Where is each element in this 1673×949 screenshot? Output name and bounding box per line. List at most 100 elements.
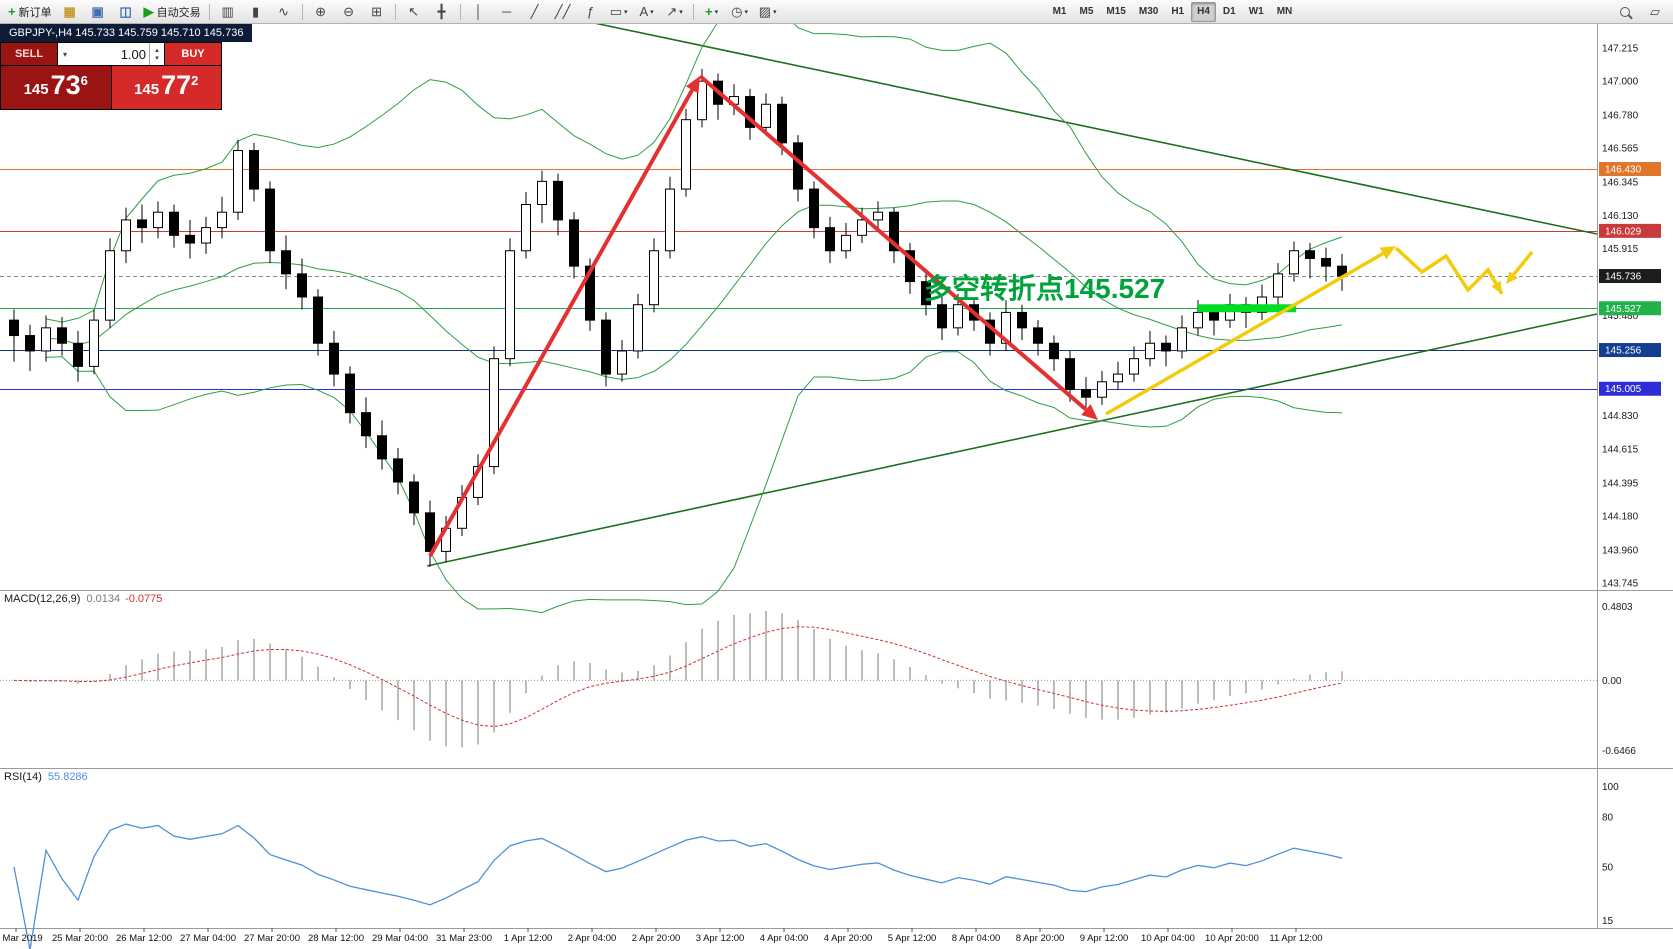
autotrading-icon: ▶: [143, 4, 154, 19]
horizontal-line-icon: ─: [501, 4, 512, 19]
new-order-button[interactable]: + 新订单: [4, 1, 56, 23]
timeframe-h4[interactable]: H4: [1191, 1, 1216, 22]
candle: [153, 211, 163, 229]
arrows-button[interactable]: ↗ ▾: [661, 1, 689, 23]
buy-price-main: 77: [161, 70, 192, 100]
line-chart-icon: ∿: [278, 4, 290, 19]
candle: [249, 150, 259, 190]
time-label: 11 Apr 12:00: [1269, 933, 1322, 944]
arrows-icon: ↗: [666, 4, 678, 19]
time-label: 9 Apr 12:00: [1080, 933, 1129, 944]
chart-plot-area[interactable]: [0, 24, 1597, 590]
sell-button[interactable]: SELL: [1, 43, 57, 65]
sell-price-button[interactable]: 145 73 6: [1, 66, 111, 109]
bar-chart-button[interactable]: ▥: [214, 1, 242, 23]
price-badge-label: 146.029: [1605, 226, 1642, 237]
charts-window-button[interactable]: ▦: [56, 1, 84, 23]
trend-arrows[interactable]: [428, 74, 1534, 557]
tile-windows-button[interactable]: ⊞: [363, 1, 391, 23]
timeframe-mn[interactable]: MN: [1276, 6, 1293, 17]
periods-icon: ◷: [731, 4, 743, 19]
horizontal-line-button[interactable]: ─: [493, 1, 521, 23]
volume-spinner[interactable]: ▴ ▾: [149, 43, 164, 65]
data-window-button[interactable]: ◫: [112, 1, 140, 23]
grid-price-label: 144.830: [1602, 411, 1639, 422]
trendlines[interactable]: [426, 0, 1598, 567]
trendline-button[interactable]: ╱: [521, 1, 549, 23]
price-badge-label: 145.527: [1605, 304, 1642, 315]
fibonacci-button[interactable]: ƒ: [577, 1, 605, 23]
price-badge: [1599, 162, 1661, 177]
cursor-button[interactable]: ↖: [400, 1, 428, 23]
trendline-descending[interactable]: [484, 0, 1598, 235]
volume-dropdown-icon[interactable]: ▾: [62, 49, 67, 59]
price-badge: [1599, 269, 1661, 284]
toolbar-separator: [301, 3, 303, 20]
time-label: 25 Mar 2019: [0, 933, 43, 944]
crosshair-button[interactable]: ╋: [428, 1, 456, 23]
volume-down-icon[interactable]: ▾: [155, 55, 159, 62]
volume-up-icon[interactable]: ▴: [155, 47, 159, 54]
time-label: 10 Apr 20:00: [1205, 933, 1259, 944]
candle: [617, 350, 627, 375]
price-axis[interactable]: 147.215 147.000 146.780 146.565 146.345 146.1…: [1599, 44, 1661, 590]
chevron-down-icon: ▾: [679, 8, 683, 16]
candle: [1273, 273, 1283, 298]
timeframe-w1[interactable]: W1: [1248, 6, 1264, 17]
candle: [825, 227, 835, 252]
macd-panel[interactable]: MACD(12,26,9) 0.0134 -0.0775 0.4803 0.00 -0.6…: [0, 593, 1636, 757]
timeframe-m1[interactable]: M1: [1052, 6, 1067, 17]
candle: [105, 250, 115, 321]
zoom-in-icon: ⊕: [315, 4, 327, 19]
channel-button[interactable]: ╱╱: [549, 1, 577, 23]
search-button[interactable]: [1611, 1, 1639, 23]
candle: [313, 296, 323, 344]
periods-button[interactable]: ◷ ▾: [726, 1, 754, 23]
rsi-panel[interactable]: RSI(14) 55.8286 100 80 50 15: [4, 771, 1619, 949]
volume-field[interactable]: ▾ 1.00 ▴ ▾: [58, 43, 164, 65]
profiles-button[interactable]: ▣: [84, 1, 112, 23]
macd-axis-label: -0.6466: [1602, 746, 1636, 757]
autotrading-button[interactable]: ▶ 自动交易: [140, 1, 205, 23]
line-chart-button[interactable]: ∿: [270, 1, 298, 23]
timeframe-m15[interactable]: M15: [1106, 6, 1126, 17]
templates-button[interactable]: ▨ ▾: [754, 1, 782, 23]
indicators-button[interactable]: + ▾: [698, 1, 726, 23]
vertical-line-button[interactable]: │: [465, 1, 493, 23]
channel-icon: ╱╱: [554, 4, 571, 19]
rsi-axis-label: 100: [1602, 782, 1619, 793]
timeframe-d1[interactable]: D1: [1222, 6, 1236, 17]
candle: [649, 250, 659, 306]
price-badge: [1599, 301, 1661, 316]
time-axis[interactable]: 25 Mar 2019 25 Mar 20:00 26 Mar 12:00 27 Ma…: [0, 928, 1323, 944]
buy-price-button[interactable]: 145 77 2: [111, 66, 221, 109]
candle: [1049, 342, 1059, 360]
grid-price-label: 145.480: [1602, 311, 1639, 322]
shapes-button[interactable]: ▭ ▾: [605, 1, 633, 23]
price-badge-label: 145.256: [1605, 346, 1642, 357]
new-window-button[interactable]: ▱: [1641, 1, 1669, 23]
bollinger-middle: [45, 200, 1343, 380]
zoom-out-button[interactable]: ⊖: [335, 1, 363, 23]
timeframe-m5[interactable]: M5: [1079, 6, 1094, 17]
chevron-down-icon: ▾: [744, 8, 749, 16]
candlestick-chart-button[interactable]: ▮: [242, 1, 270, 23]
trendline-ascending[interactable]: [426, 313, 1598, 567]
buy-button[interactable]: BUY: [165, 43, 221, 65]
timeframe-m30[interactable]: M30: [1138, 6, 1159, 17]
support-zone[interactable]: [1198, 304, 1296, 313]
candle: [425, 512, 435, 552]
time-label: 25 Mar 20:00: [52, 933, 108, 944]
annotation-text[interactable]: 多空转折点145.527: [924, 272, 1165, 304]
candle: [505, 250, 515, 360]
candle: [1193, 311, 1203, 329]
time-label: 26 Mar 12:00: [116, 933, 172, 944]
zoom-in-button[interactable]: ⊕: [307, 1, 335, 23]
toolbar-separator: [692, 3, 694, 20]
grid-price-label: 143.745: [1602, 579, 1639, 590]
timeframe-h1[interactable]: H1: [1171, 6, 1185, 17]
candle: [137, 219, 147, 229]
volume-value[interactable]: 1.00: [120, 46, 146, 62]
text-button[interactable]: A ▾: [633, 1, 661, 23]
